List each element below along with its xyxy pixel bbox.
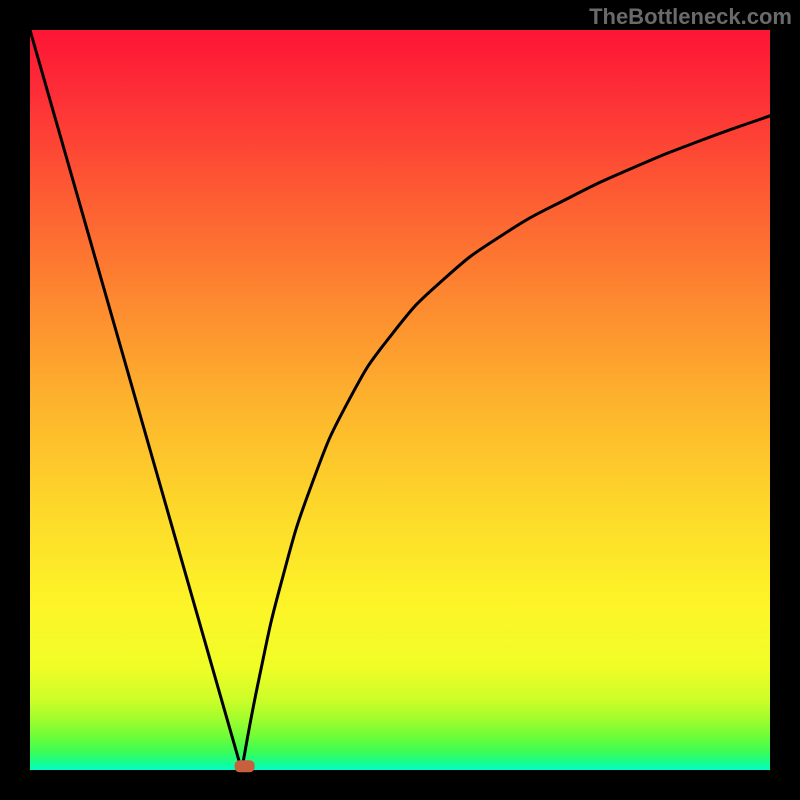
minimum-marker [235,760,255,772]
bottleneck-chart [0,0,800,800]
chart-container: TheBottleneck.com [0,0,800,800]
plot-background [30,30,770,770]
watermark-text: TheBottleneck.com [589,4,792,30]
